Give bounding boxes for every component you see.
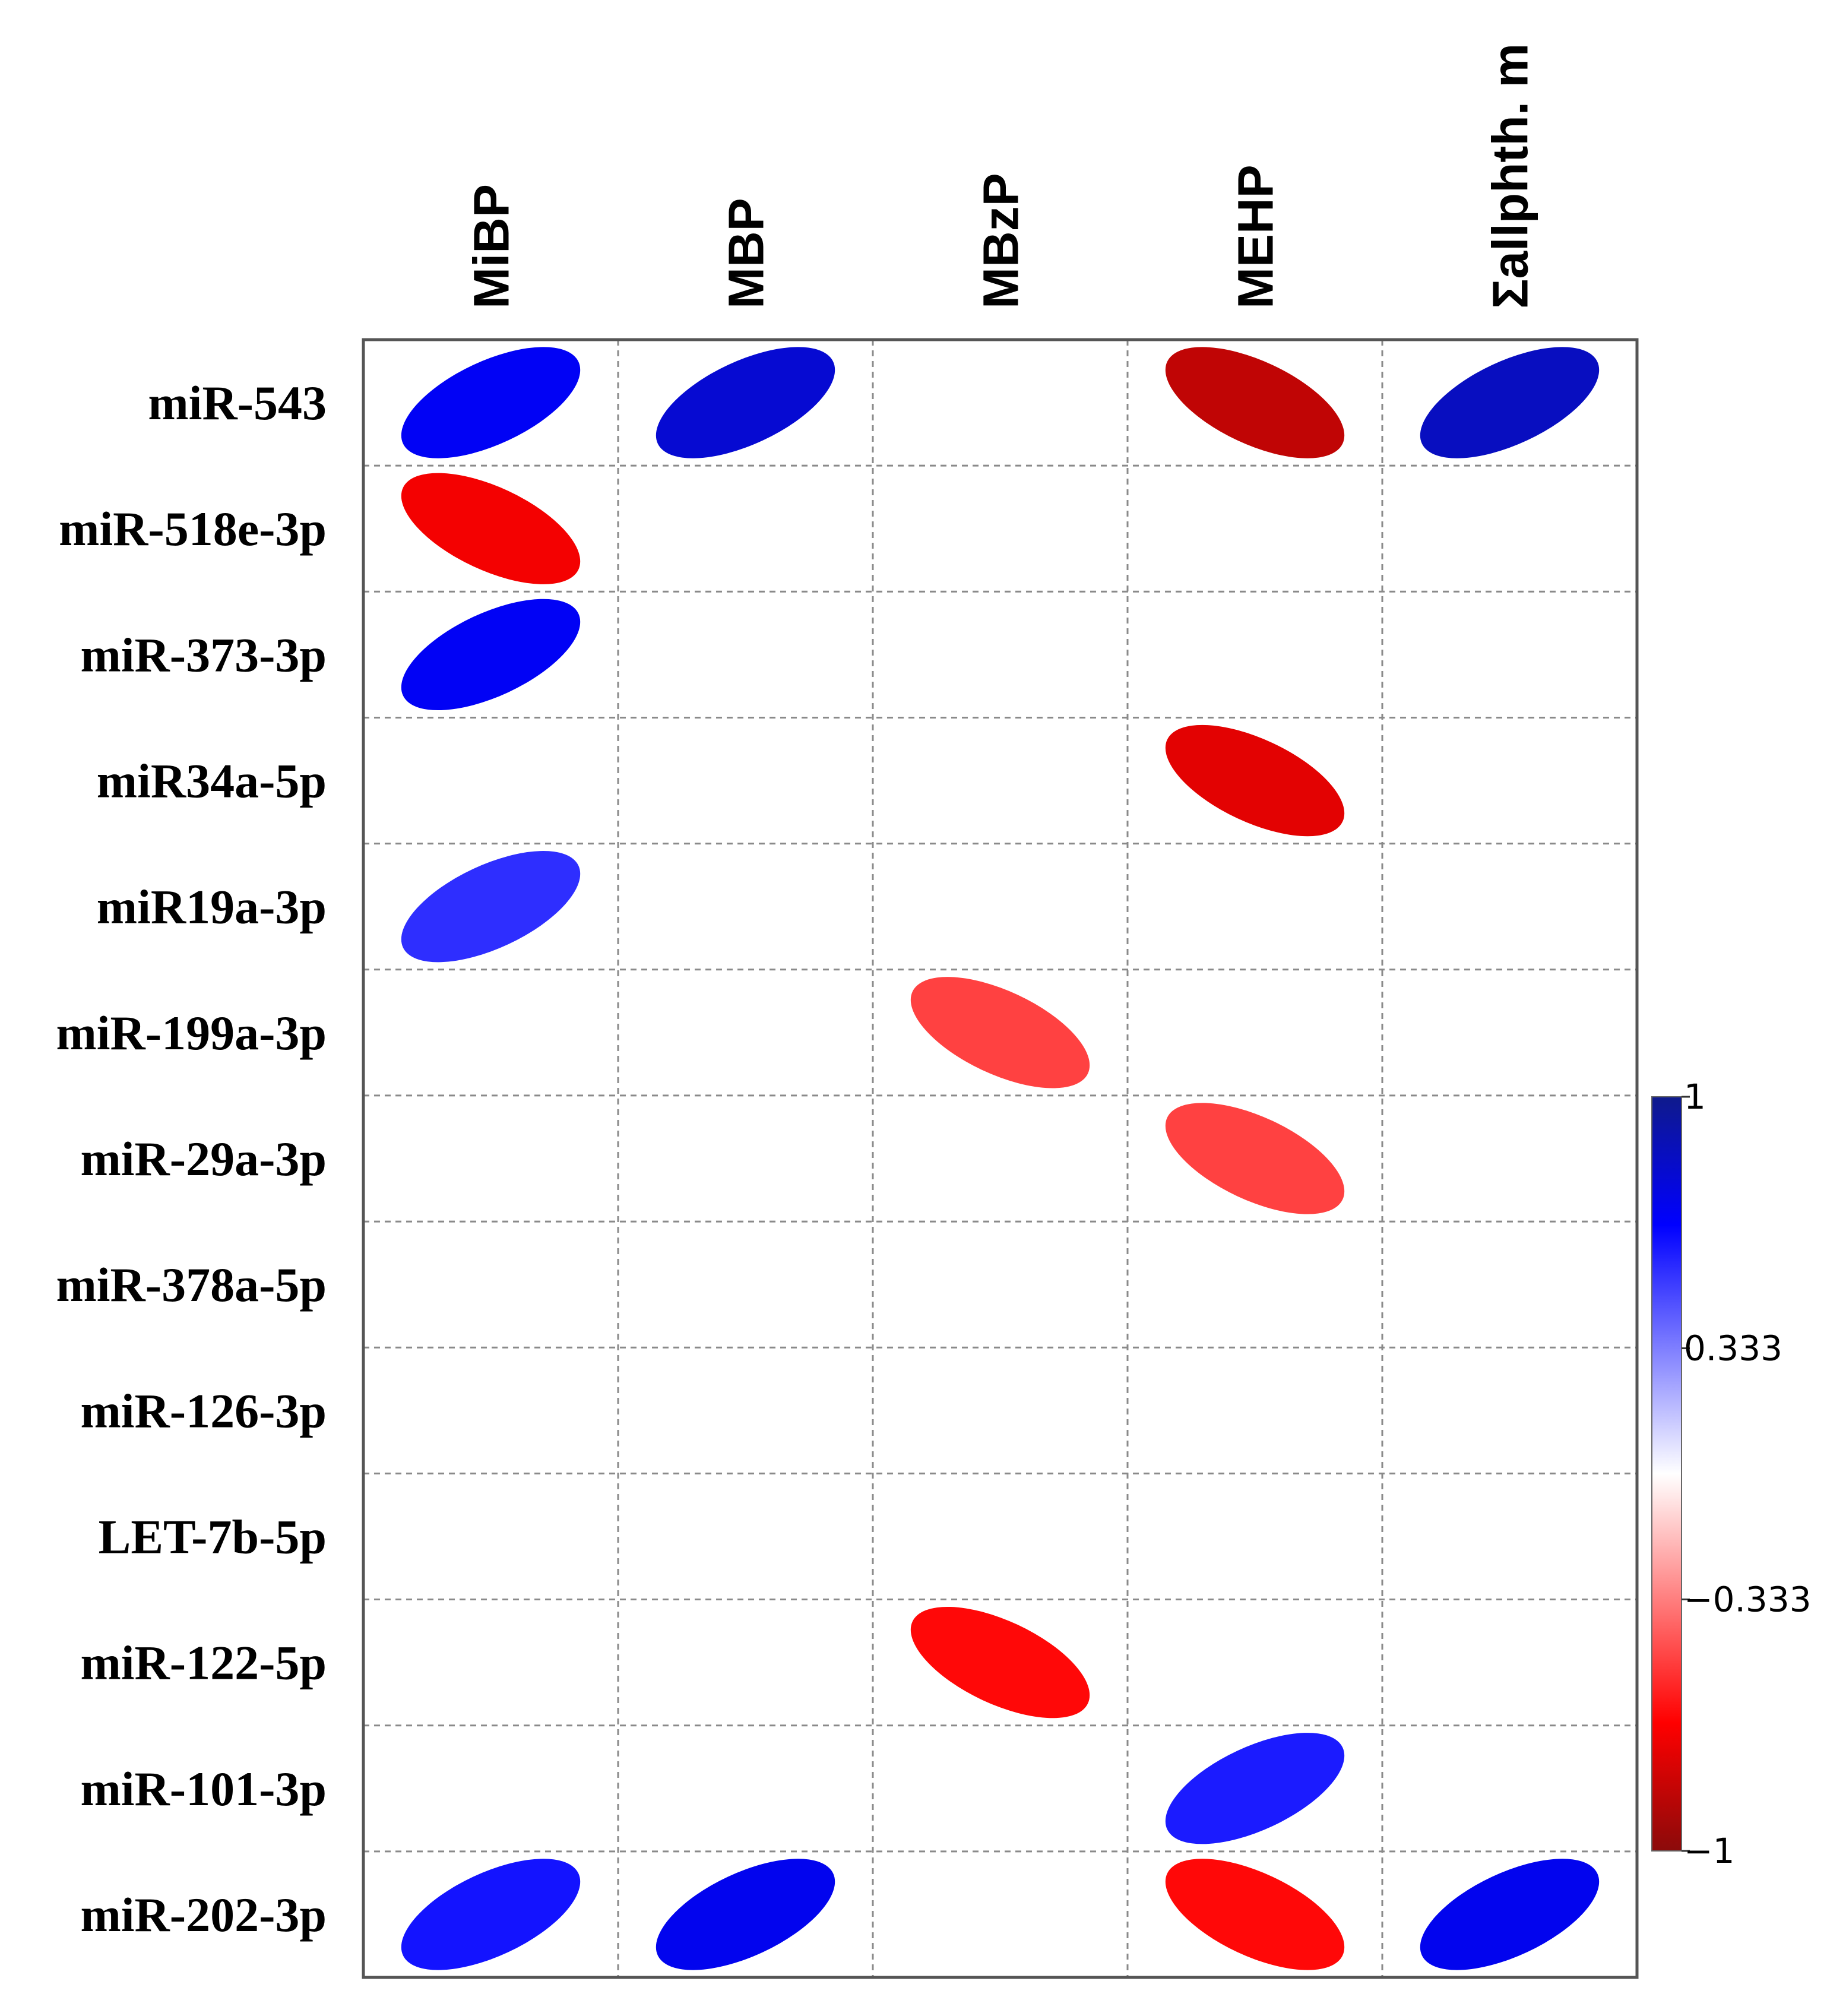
row-label-mir-543: miR-543 [148,376,327,430]
row-label-mir-126-3p: miR-126-3p [80,1384,327,1438]
ellipse-mir-202-3p-allphth-m [1420,1859,1600,1970]
row-label-mir-518e-3p: miR-518e-3p [59,502,327,556]
ellipse-mir-202-3p-mibp [401,1859,581,1970]
ellipse-mir-29a-3p-mehp [1165,1103,1345,1214]
colorbar-tick-label: −0.333 [1684,1579,1812,1619]
ellipse-mir-518e-3p-mibp [401,473,581,584]
row-label-mir-101-3p: miR-101-3p [80,1762,327,1816]
ellipse-mir-202-3p-mehp [1165,1859,1345,1970]
row-label-mir-202-3p: miR-202-3p [80,1888,327,1942]
colorbar-gradient [1651,1096,1682,1852]
ellipse-mir19a-3p-mibp [401,851,581,963]
ellipse-mir-543-mibp [401,347,581,458]
colorbar: 1 0.333 −0.333 −1 [1651,1077,1812,1871]
column-label-mibp: MiBP [464,184,520,309]
colorbar-tick-label: −1 [1684,1831,1735,1871]
grid [363,340,1637,1977]
ellipse-mir-373-3p-mibp [401,599,581,711]
column-label-mbzp: MBzP [973,173,1029,309]
colorbar-ticks: 1 0.333 −0.333 −1 [1682,1077,1812,1871]
plot-frame [362,338,1639,1979]
row-label-mir-373-3p: miR-373-3p [80,628,327,682]
row-label-mir19a-3p: miR19a-3p [97,880,327,934]
ellipse-mir-543-mehp [1165,347,1345,458]
row-label-mir-29a-3p: miR-29a-3p [80,1132,327,1186]
ellipse-mir-122-5p-mbzp [910,1606,1090,1718]
ellipse-layer [401,347,1600,1970]
ellipse-mir-101-3p-mehp [1165,1733,1345,1844]
row-label-mir-199a-3p: miR-199a-3p [56,1006,327,1060]
column-labels: MiBP MBP MBzP MEHP Σallphth. m [464,43,1538,309]
row-labels: miR-543 miR-518e-3p miR-373-3p miR34a-5p miR… [56,376,327,1942]
ellipse-mir-543-mbp [656,347,835,458]
column-label-allphth-m: Σallphth. m [1483,43,1538,309]
row-label-mir-378a-5p: miR-378a-5p [56,1258,327,1312]
colorbar-tick-label: 1 [1684,1077,1706,1117]
ellipse-mir-543-allphth-m [1420,347,1600,458]
row-label-let-7b-5p: LET-7b-5p [99,1509,327,1564]
ellipse-mir-202-3p-mbp [656,1859,835,1970]
colorbar-tick-label: 0.333 [1684,1328,1782,1369]
ellipse-mir-199a-3p-mbzp [910,977,1090,1088]
column-label-mbp: MBP [718,198,774,309]
row-label-mir-122-5p: miR-122-5p [80,1636,327,1690]
column-label-mehp: MEHP [1228,164,1284,309]
ellipse-mir34a-5p-mehp [1165,724,1345,837]
row-label-mir34a-5p: miR34a-5p [97,754,327,808]
